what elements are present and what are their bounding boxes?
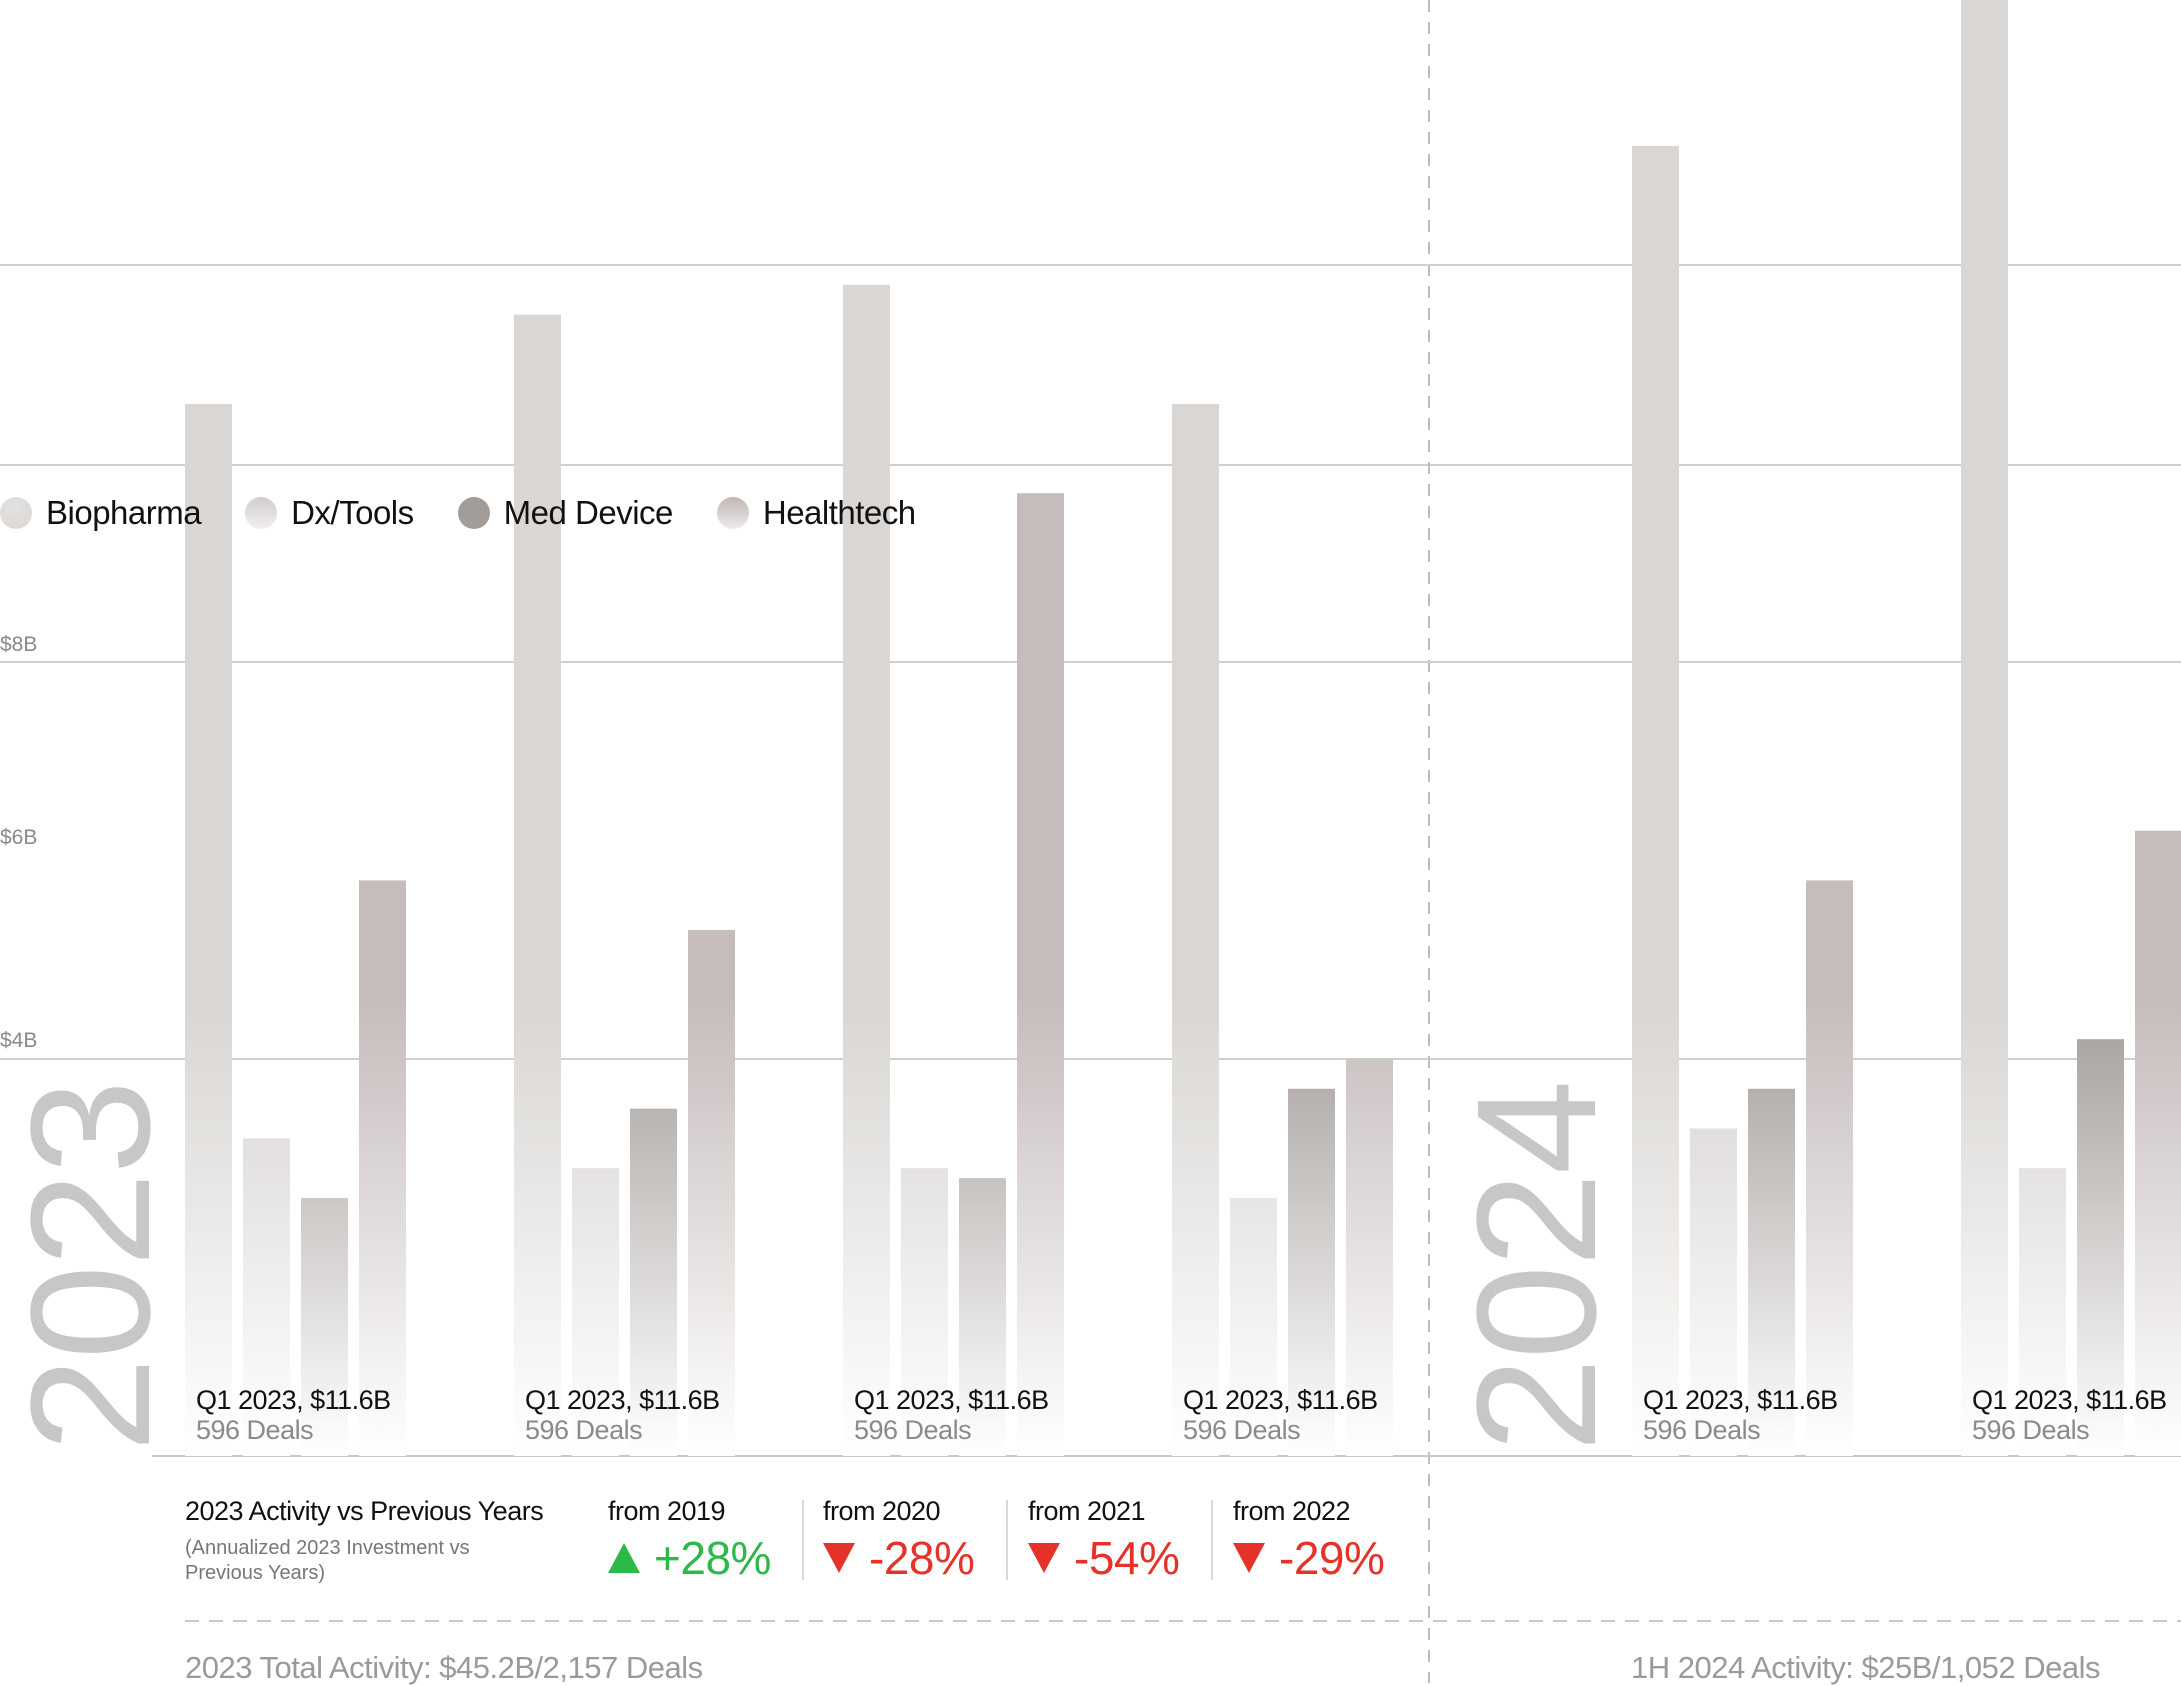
- legend-swatch-dx-tools: [245, 497, 278, 529]
- comparison-percent: -54%: [1074, 1532, 1180, 1584]
- bar-healthtech-0[interactable]: [359, 880, 406, 1456]
- quarter-label: Q1 2023, $11.6B 596 Deals: [1643, 1385, 1838, 1445]
- quarter-deals: 596 Deals: [1972, 1415, 2090, 1445]
- legend: Biopharma Dx/Tools Med Device Healthtech: [0, 494, 960, 532]
- arrow-down-icon: [1028, 1543, 1060, 1573]
- comparison-note: (Annualized 2023 Investment vs Previous …: [185, 1537, 470, 1584]
- bar-dx-tools-0[interactable]: [243, 1138, 290, 1456]
- bar-med-device-3[interactable]: [1288, 1088, 1335, 1456]
- year-label-2023: 2023: [0, 1081, 186, 1452]
- comparison-divider: [802, 1500, 804, 1580]
- bar-med-device-0[interactable]: [301, 1197, 348, 1456]
- bar-biopharma-3[interactable]: [1172, 403, 1219, 1457]
- quarter-deals: 596 Deals: [854, 1415, 972, 1445]
- comparison-title: 2023 Activity vs Previous Years: [185, 1496, 544, 1526]
- quarter-deals: 596 Deals: [196, 1415, 314, 1445]
- comparison-item-2021: from 2021 -54%: [1028, 1496, 1180, 1585]
- bar-healthtech-4[interactable]: [1806, 880, 1853, 1456]
- legend-label: Healthtech: [762, 494, 916, 531]
- quarter-label: Q1 2023, $11.6B 596 Deals: [525, 1385, 720, 1445]
- legend-swatch-med-device: [457, 497, 490, 529]
- legend-item-dx-tools[interactable]: Dx/Tools: [245, 494, 414, 532]
- bar-biopharma-4[interactable]: [1632, 145, 1679, 1456]
- bar-dx-tools-1[interactable]: [572, 1168, 619, 1456]
- comparison-item-2022: from 2022 -29%: [1233, 1496, 1385, 1585]
- bar-med-device-1[interactable]: [630, 1108, 677, 1456]
- legend-item-med-device[interactable]: Med Device: [457, 494, 674, 532]
- bar-biopharma-2[interactable]: [843, 284, 890, 1457]
- bar-healthtech-1[interactable]: [688, 929, 735, 1456]
- comparison-divider: [1006, 1500, 1008, 1580]
- comparison-percent: -28%: [869, 1532, 975, 1584]
- arrow-down-icon: [1233, 1543, 1265, 1573]
- quarter-title: Q1 2023, $11.6B: [854, 1385, 1049, 1415]
- comparison-item-2019: from 2019 +28%: [608, 1496, 771, 1585]
- quarter-deals: 596 Deals: [1183, 1415, 1301, 1445]
- bar-dx-tools-5[interactable]: [2019, 1168, 2066, 1456]
- bar-healthtech-2[interactable]: [1017, 493, 1064, 1456]
- quarter-title: Q1 2023, $11.6B: [525, 1385, 720, 1415]
- comparison-from: from 2019: [608, 1496, 726, 1526]
- bar-biopharma-5[interactable]: [1961, 0, 2008, 1456]
- arrow-down-icon: [823, 1543, 855, 1573]
- quarter-label: Q1 2023, $11.6B 596 Deals: [196, 1385, 391, 1445]
- bar-biopharma-1[interactable]: [514, 314, 561, 1456]
- bar-healthtech-3[interactable]: [1346, 1059, 1393, 1456]
- comparison-value: +28%: [608, 1531, 771, 1585]
- comparison-from: from 2020: [823, 1496, 941, 1526]
- comparison-from: from 2021: [1028, 1496, 1146, 1526]
- legend-item-biopharma[interactable]: Biopharma: [0, 494, 202, 532]
- quarter-title: Q1 2023, $11.6B: [1972, 1385, 2167, 1415]
- bar-med-device-5[interactable]: [2077, 1039, 2124, 1456]
- year-label-2024: 2024: [1442, 1081, 1632, 1452]
- legend-label: Biopharma: [46, 494, 202, 531]
- bar-med-device-2[interactable]: [959, 1178, 1006, 1456]
- comparison-value: -29%: [1233, 1531, 1385, 1585]
- y-tick-label: $8B: [0, 633, 38, 656]
- bar-dx-tools-2[interactable]: [901, 1168, 948, 1456]
- quarter-deals: 596 Deals: [1643, 1415, 1761, 1445]
- legend-label: Dx/Tools: [291, 494, 414, 531]
- quarter-label: Q1 2023, $11.6B 596 Deals: [1972, 1385, 2167, 1445]
- y-tick-label: $4B: [0, 1029, 38, 1052]
- quarter-title: Q1 2023, $11.6B: [1643, 1385, 1838, 1415]
- legend-item-healthtech[interactable]: Healthtech: [716, 494, 916, 532]
- y-tick-label: $6B: [0, 826, 38, 849]
- bar-dx-tools-3[interactable]: [1230, 1197, 1277, 1456]
- total-2023: 2023 Total Activity: $45.2B/2,157 Deals: [185, 1650, 703, 1685]
- comparison-percent: +28%: [654, 1532, 771, 1584]
- bar-healthtech-5[interactable]: [2135, 830, 2181, 1456]
- comparison-divider: [1211, 1500, 1213, 1580]
- comparison-value: -54%: [1028, 1531, 1180, 1585]
- quarter-label: Q1 2023, $11.6B 596 Deals: [1183, 1385, 1378, 1445]
- quarter-deals: 596 Deals: [525, 1415, 643, 1445]
- arrow-up-icon: [608, 1543, 640, 1573]
- bar-biopharma-0[interactable]: [185, 403, 232, 1457]
- bar-dx-tools-4[interactable]: [1690, 1128, 1737, 1456]
- quarter-title: Q1 2023, $11.6B: [196, 1385, 391, 1415]
- quarter-title: Q1 2023, $11.6B: [1183, 1385, 1378, 1415]
- legend-swatch-biopharma: [0, 497, 32, 529]
- total-2024: 1H 2024 Activity: $25B/1,052 Deals: [1631, 1650, 2100, 1685]
- comparison-item-2020: from 2020 -28%: [823, 1496, 975, 1585]
- legend-swatch-healthtech: [716, 497, 749, 529]
- comparison-percent: -29%: [1279, 1532, 1385, 1584]
- legend-label: Med Device: [503, 494, 674, 531]
- comparison-value: -28%: [823, 1531, 975, 1585]
- bar-med-device-4[interactable]: [1748, 1088, 1795, 1456]
- quarter-label: Q1 2023, $11.6B 596 Deals: [854, 1385, 1049, 1445]
- comparison-from: from 2022: [1233, 1496, 1351, 1526]
